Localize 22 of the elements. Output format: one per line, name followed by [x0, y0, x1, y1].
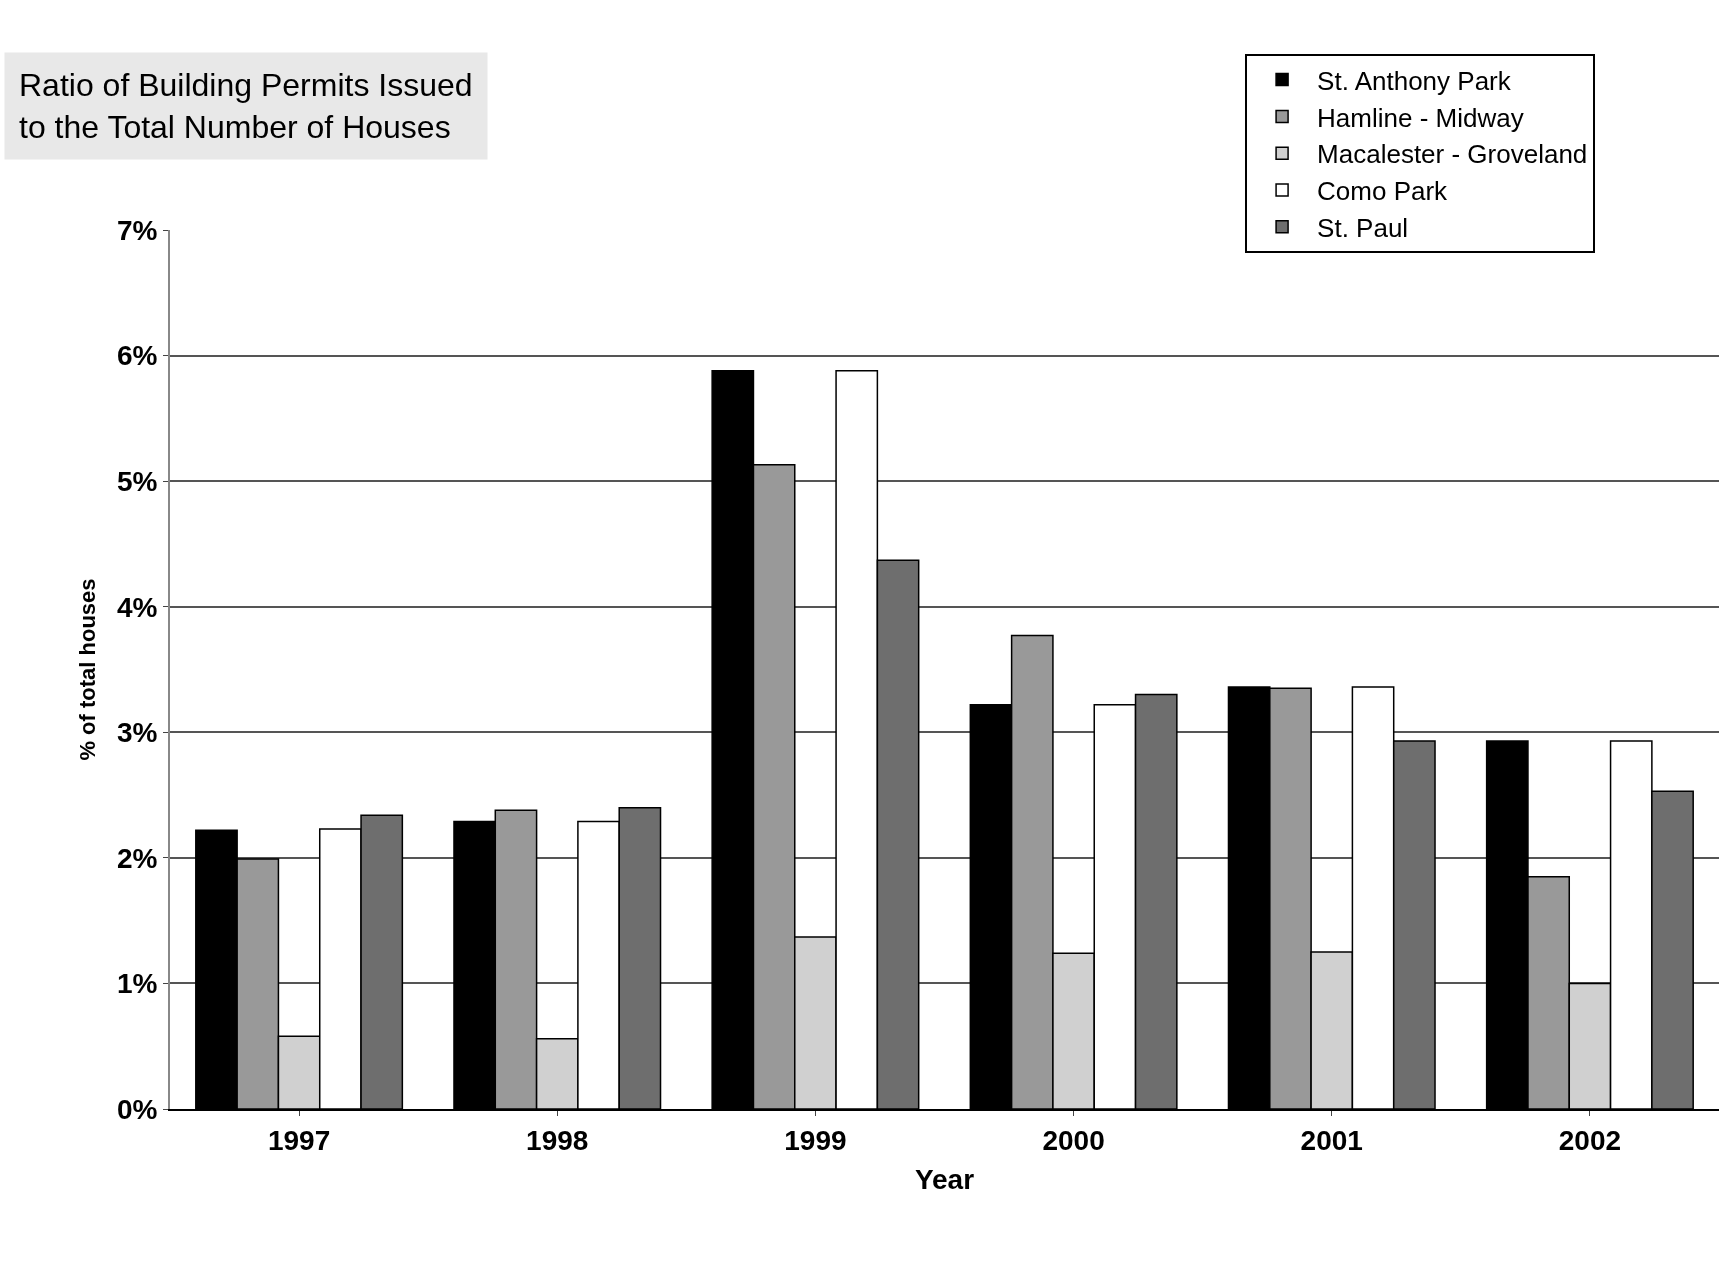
legend-label: Como Park: [1317, 176, 1449, 207]
x-tick-label: 1998: [526, 1124, 589, 1156]
legend-label: Hamline - Midway: [1317, 102, 1524, 133]
x-tick-label: 2002: [1558, 1124, 1622, 1156]
y-tick-label: 4%: [116, 591, 158, 623]
x-tick-label: 1999: [784, 1124, 847, 1156]
x-tick-label: 2001: [1300, 1124, 1363, 1156]
y-tick-label: 7%: [116, 214, 158, 246]
y-tick-label: 3%: [116, 717, 158, 749]
y-tick-label: 0%: [116, 1093, 158, 1125]
y-tick-label: 5%: [116, 465, 158, 497]
y-axis-title: % of total houses: [75, 578, 101, 761]
chart-title: Ratio of Building Permits Issued to the Total Number of Houses: [19, 67, 473, 145]
x-axis-title: Year: [914, 1164, 975, 1196]
x-tick-label: 2000: [1042, 1124, 1105, 1156]
legend-label: Macalester - Groveland: [1317, 139, 1588, 170]
y-tick-label: 1%: [116, 968, 158, 1000]
y-tick-label: 2%: [116, 842, 158, 874]
legend-label: St. Anthony Park: [1317, 65, 1512, 96]
y-tick-label: 6%: [116, 340, 158, 372]
x-tick-label: 1997: [267, 1124, 331, 1156]
legend-label: St. Paul: [1317, 212, 1409, 243]
